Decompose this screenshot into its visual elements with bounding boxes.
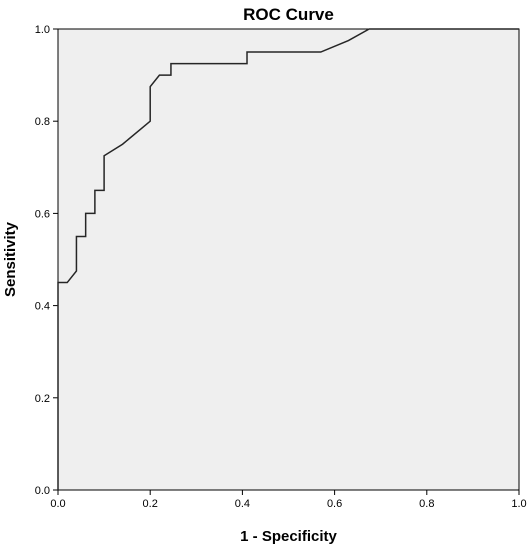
y-tick-label: 0.0	[35, 485, 50, 497]
roc-curve-line	[57, 28, 519, 490]
y-tick-label: 0.2	[35, 393, 50, 405]
y-tick-label: 0.4	[35, 301, 50, 313]
x-tick-label: 0.8	[419, 498, 434, 510]
plot-area	[57, 28, 520, 491]
x-tick-label: 0.0	[50, 498, 65, 510]
x-tick-label: 0.6	[327, 498, 342, 510]
x-tick-label: 0.2	[143, 498, 158, 510]
x-tick-label: 1.0	[511, 498, 526, 510]
axis-ticks: 0.0 0.2 0.4 0.6 0.8 1.0 0.0 0.2 0.4 0.6 0.8 1.0	[35, 24, 527, 510]
x-tick-label: 0.4	[235, 498, 250, 510]
y-axis-label: Sensitivity	[2, 221, 19, 297]
chart-title: ROC Curve	[243, 5, 334, 24]
x-axis-label: 1 - Specificity	[240, 528, 337, 545]
y-tick-label: 0.6	[35, 208, 50, 220]
y-tick-label: 0.8	[35, 116, 50, 128]
y-tick-label: 1.0	[35, 24, 50, 36]
